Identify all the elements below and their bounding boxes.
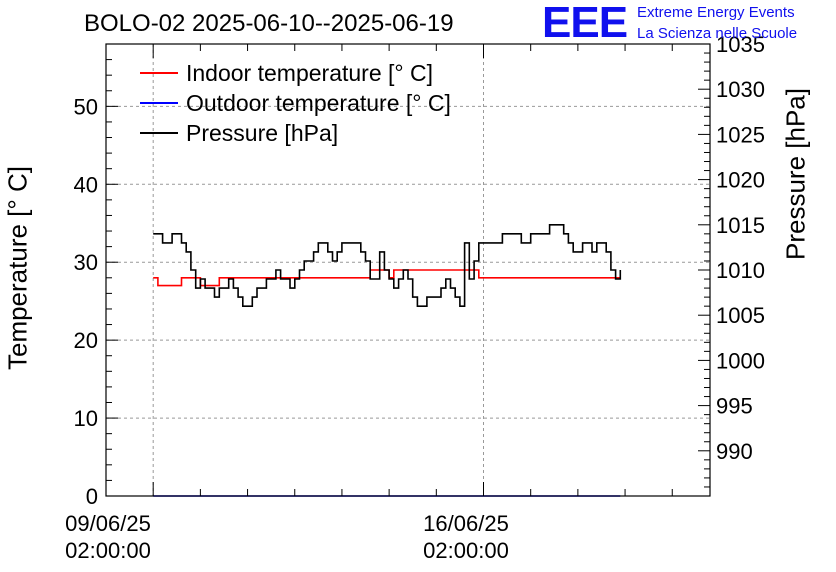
legend: Indoor temperature [° C] Outdoor tempera…	[140, 58, 451, 148]
x-tick-label: 16/06/25 02:00:00	[423, 510, 509, 564]
y-tick-label: 20	[74, 328, 98, 353]
legend-label-indoor: Indoor temperature [° C]	[186, 59, 433, 86]
legend-swatch-pressure	[140, 132, 178, 134]
x-tick-time: 02:00:00	[423, 538, 509, 563]
x-tick-date: 16/06/25	[423, 511, 509, 536]
y2-tick-label: 990	[716, 439, 753, 464]
y2-tick-label: 1010	[716, 258, 765, 283]
legend-label-outdoor: Outdoor temperature [° C]	[186, 89, 451, 116]
y-tick-label: 10	[74, 406, 98, 431]
y2-tick-label: 1015	[716, 213, 765, 238]
legend-label-pressure: Pressure [hPa]	[186, 119, 339, 146]
chart-title: BOLO-02 2025-06-10--2025-06-19	[84, 10, 454, 37]
y2-tick-label: 1035	[716, 32, 765, 57]
legend-item-pressure: Pressure [hPa]	[140, 118, 451, 148]
y2-tick-label: 1025	[716, 122, 765, 147]
y2-tick-label: 1000	[716, 348, 765, 373]
y-tick-label: 40	[74, 172, 98, 197]
series-indoor-line	[153, 269, 621, 287]
y-tick-label: 0	[86, 484, 98, 509]
y2-tick-label: 1005	[716, 303, 765, 328]
y2-axis-label: Pressure [hPa]	[780, 88, 811, 260]
series-group	[153, 224, 622, 497]
series-pressure-line	[153, 224, 622, 307]
axes: 0102030405099099510001005101010151020102…	[74, 32, 765, 509]
legend-swatch-indoor	[140, 72, 178, 74]
y-tick-label: 50	[74, 94, 98, 119]
y2-tick-label: 995	[716, 394, 753, 419]
legend-item-outdoor: Outdoor temperature [° C]	[140, 88, 451, 118]
legend-item-indoor: Indoor temperature [° C]	[140, 58, 451, 88]
x-tick-time: 02:00:00	[65, 538, 151, 563]
logo-subtitle-2: La Scienza nelle Scuole	[637, 25, 798, 42]
grid-lines	[106, 44, 710, 496]
y-axis-label: Temperature [° C]	[2, 165, 33, 371]
y2-tick-label: 1020	[716, 168, 765, 193]
legend-swatch-outdoor	[140, 102, 178, 104]
logo-subtitle-1: Extreme Energy Events	[637, 4, 795, 21]
y-tick-label: 30	[74, 250, 98, 275]
x-tick-date: 09/06/25	[65, 511, 151, 536]
eee-logo: EEE	[542, 0, 628, 47]
y2-tick-label: 1030	[716, 77, 765, 102]
x-tick-label: 09/06/25 02:00:00	[65, 510, 151, 564]
